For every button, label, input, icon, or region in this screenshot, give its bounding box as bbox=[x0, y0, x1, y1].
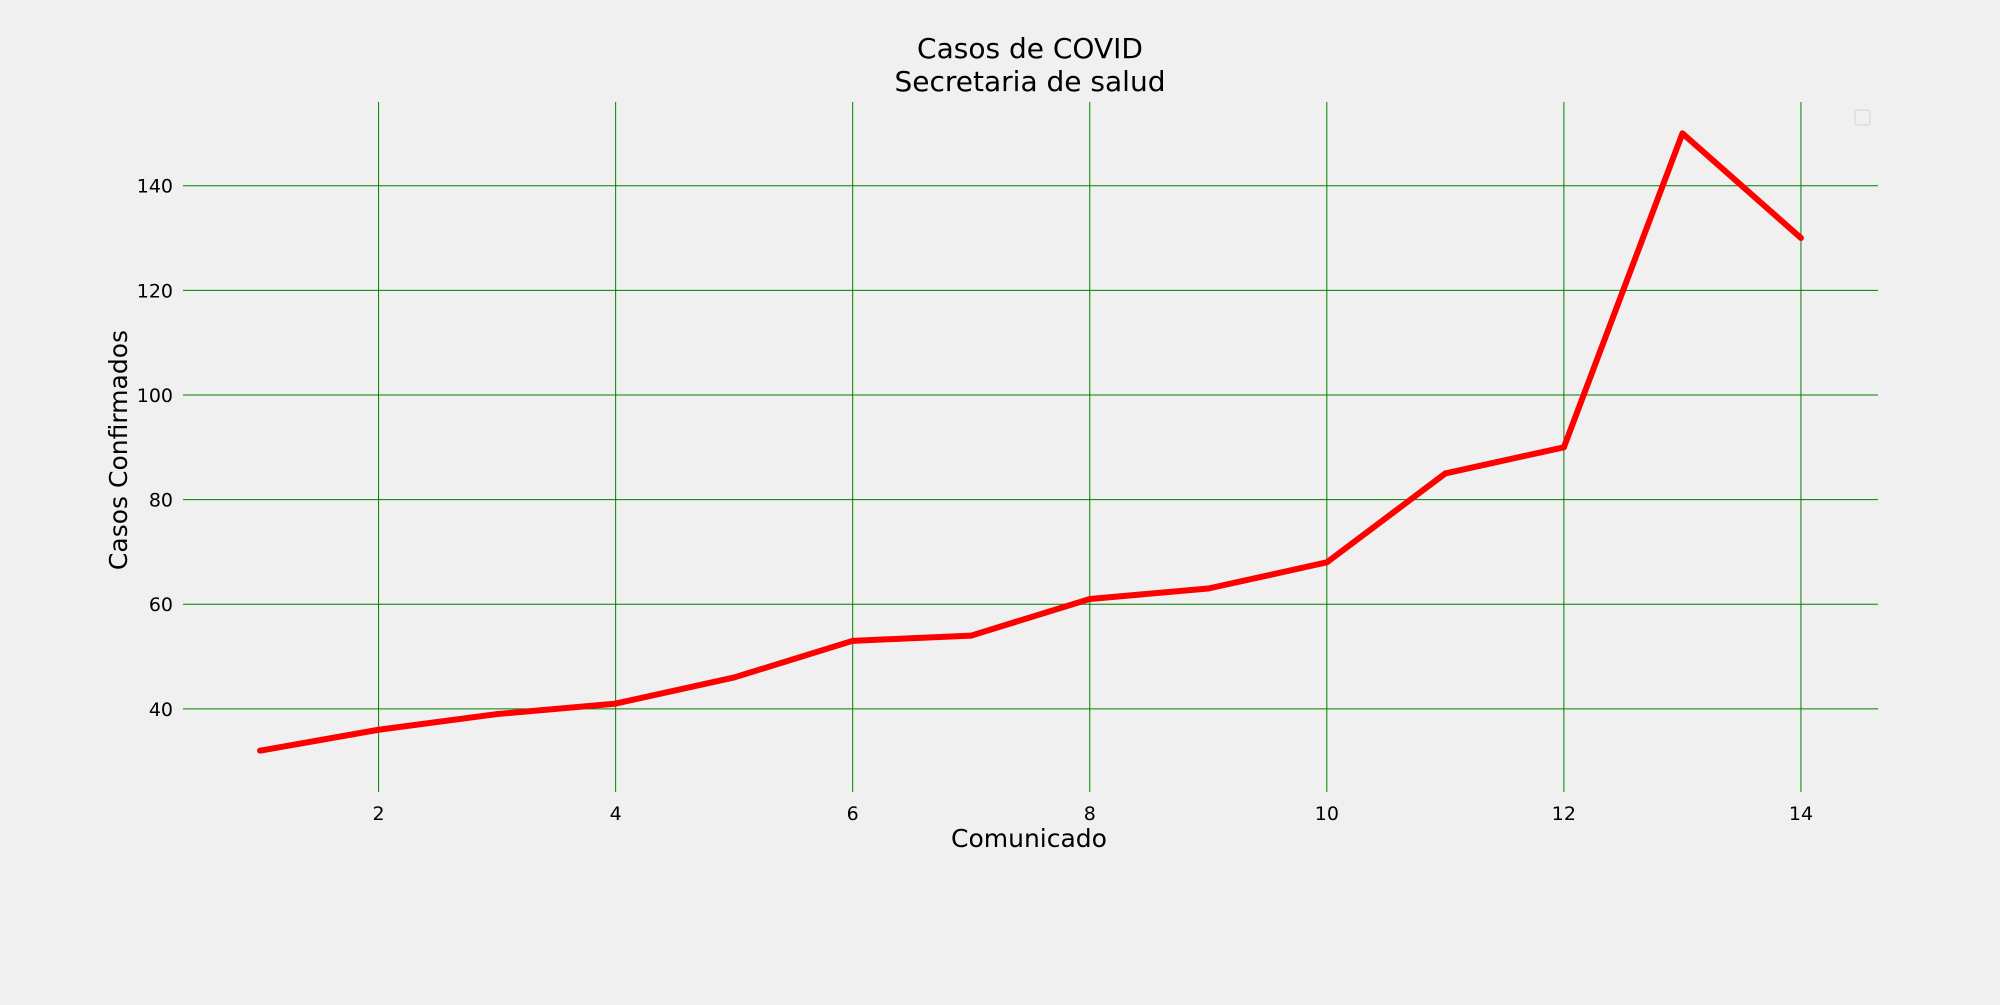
x-tick-label: 14 bbox=[1789, 803, 1813, 825]
x-tick-label: 6 bbox=[847, 803, 859, 825]
data-point bbox=[1797, 235, 1804, 242]
grid bbox=[183, 102, 1878, 792]
y-tick-label: 140 bbox=[137, 176, 173, 198]
data-point bbox=[968, 632, 975, 639]
data-point bbox=[612, 700, 619, 707]
x-tick-label: 4 bbox=[610, 803, 622, 825]
data-point bbox=[257, 747, 264, 754]
chart-subtitle: Secretaria de salud bbox=[895, 65, 1166, 98]
data-point bbox=[1086, 595, 1093, 602]
data-point bbox=[1442, 470, 1449, 477]
y-tick-label: 60 bbox=[149, 594, 173, 616]
series-line bbox=[259, 130, 1803, 754]
chart-title: Casos de COVID bbox=[917, 32, 1143, 65]
legend-box bbox=[1854, 109, 1871, 126]
data-point bbox=[1205, 585, 1212, 592]
data-point bbox=[375, 726, 382, 733]
x-axis-label: Comunicado bbox=[951, 824, 1107, 853]
tick-labels: 2 4 6 8 10 12 14 40 60 80 100 120 140 bbox=[137, 176, 1813, 825]
x-tick-label: 10 bbox=[1315, 803, 1339, 825]
data-point bbox=[849, 637, 856, 644]
data-point bbox=[731, 674, 738, 681]
y-tick-label: 100 bbox=[137, 385, 173, 407]
y-tick-label: 40 bbox=[149, 699, 173, 721]
data-point bbox=[1323, 559, 1330, 566]
x-tick-label: 12 bbox=[1552, 803, 1576, 825]
x-tick-label: 8 bbox=[1084, 803, 1096, 825]
y-axis-label: Casos Confirmados bbox=[104, 330, 133, 570]
series-layer bbox=[257, 130, 1804, 754]
data-point bbox=[1679, 130, 1686, 137]
data-point bbox=[1560, 444, 1567, 451]
y-tick-label: 120 bbox=[137, 280, 173, 302]
x-tick-label: 2 bbox=[373, 803, 385, 825]
data-point bbox=[494, 711, 501, 718]
y-tick-label: 80 bbox=[149, 490, 173, 512]
